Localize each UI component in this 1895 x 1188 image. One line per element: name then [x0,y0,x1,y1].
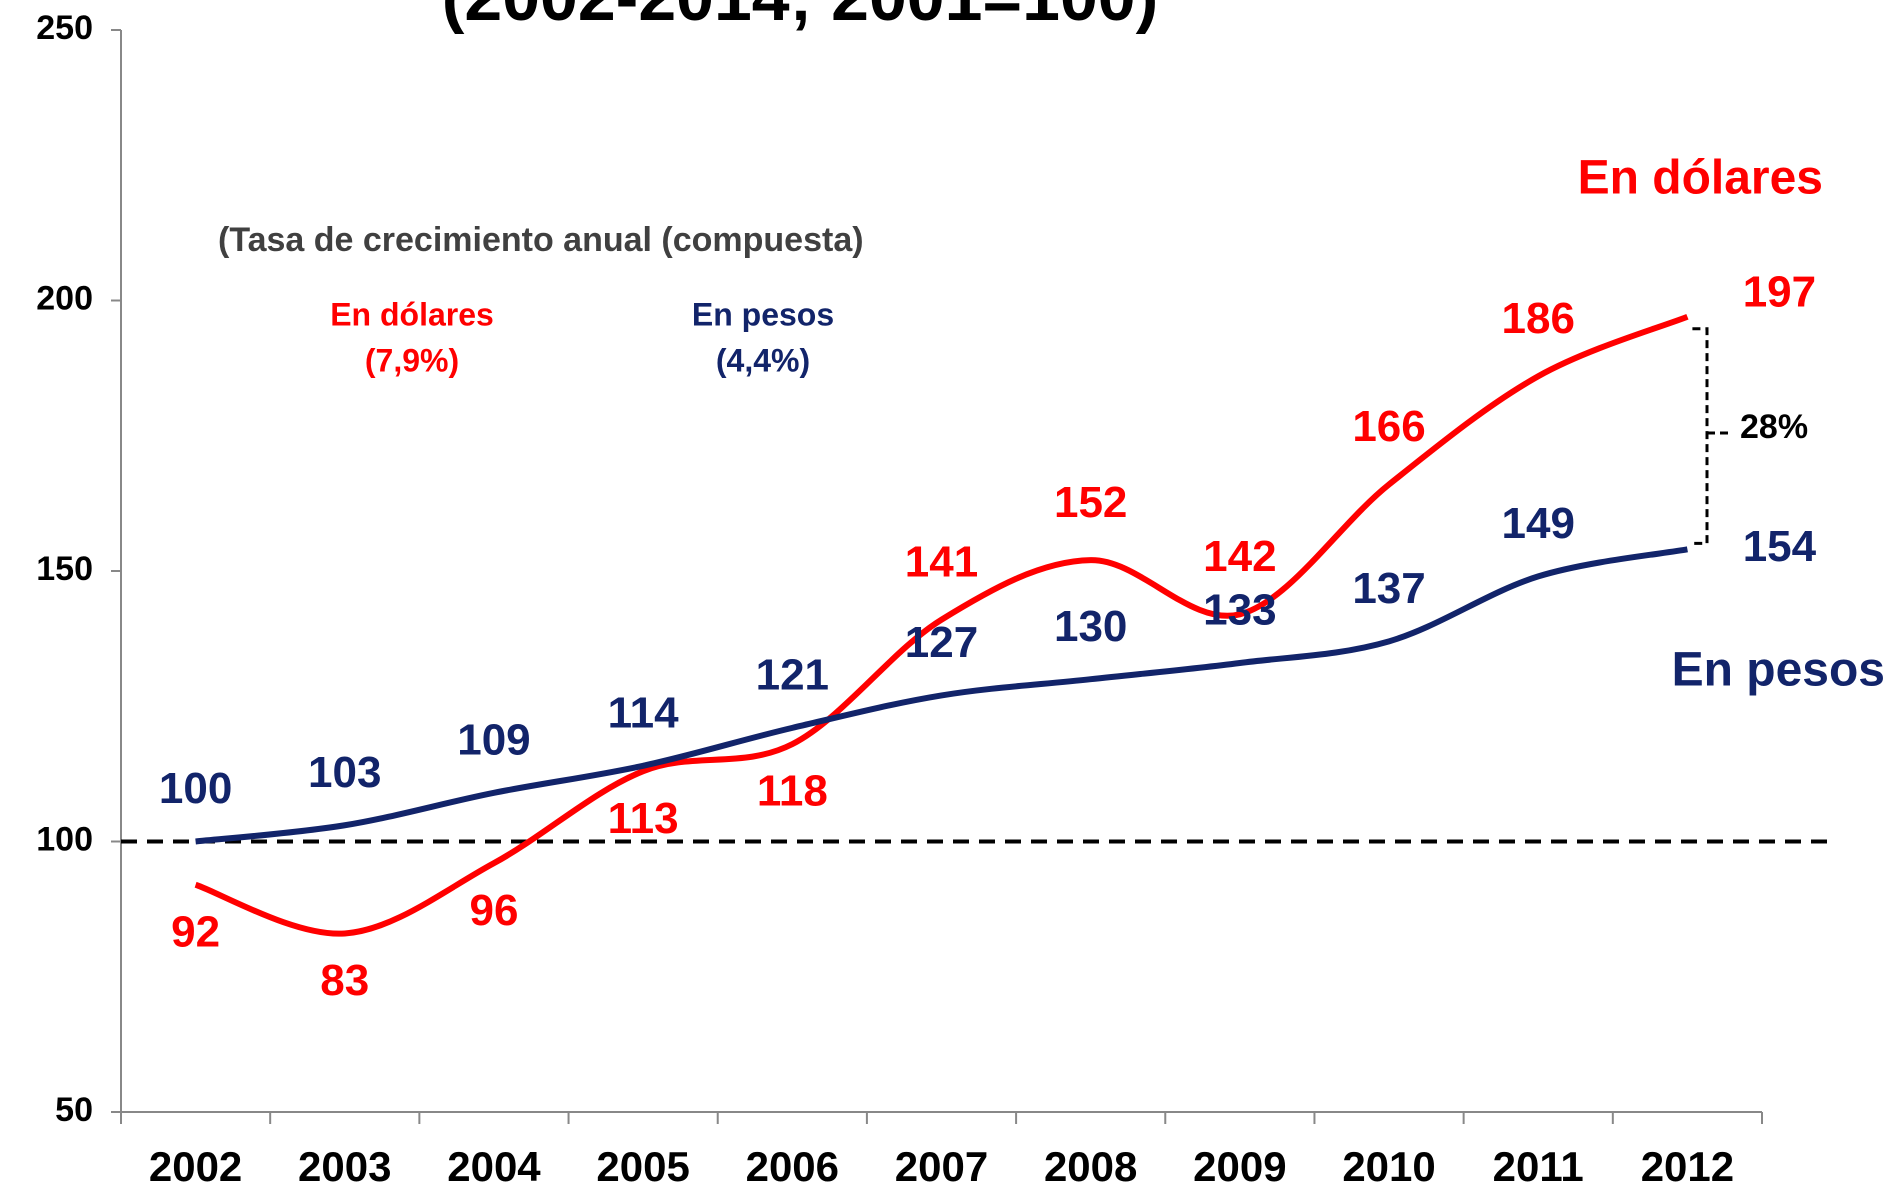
y-tick-label: 50 [55,1091,93,1129]
data-label: 154 [1743,522,1817,571]
data-label: 103 [308,748,381,797]
data-label: 109 [457,715,530,764]
y-tick-label: 200 [36,279,93,317]
data-label: 121 [756,651,829,700]
annotation: (Tasa de crecimiento anual (compuesta) [218,221,864,259]
data-label: 152 [1054,478,1127,527]
data-label: 113 [608,794,679,843]
x-tick-label: 2003 [298,1143,391,1188]
gap-bracket [1692,327,1732,545]
y-tick-label: 100 [36,820,93,858]
data-label: 114 [608,688,680,737]
y-tick-label: 150 [36,550,93,588]
growth-rate: (4,4%) [716,342,810,378]
data-label: 141 [905,537,978,586]
growth-rate: (7,9%) [365,342,459,378]
x-tick-label: 2007 [895,1143,988,1188]
series-label: En pesos [1672,644,1885,697]
data-label: 83 [320,956,369,1005]
growth-name: En dólares [330,296,494,332]
data-label: 149 [1502,499,1575,548]
chart-title: (2002-2014; 2001=100) [442,0,1158,35]
y-tick-label: 250 [36,9,93,47]
series-label: En dólares [1578,152,1823,205]
x-tick-label: 2008 [1044,1143,1137,1188]
data-label: 96 [469,886,518,935]
data-label: 127 [905,618,978,667]
series-line [194,313,1689,937]
data-label: 130 [1054,602,1127,651]
x-tick-label: 2011 [1493,1143,1584,1188]
data-label: 92 [171,907,220,956]
data-label: 137 [1352,564,1425,613]
data-label: 142 [1203,532,1276,581]
data-label: 166 [1352,402,1425,451]
growth-name: En pesos [692,296,834,332]
x-tick-label: 2010 [1342,1143,1435,1188]
gap-label: 28% [1740,408,1808,446]
x-tick-label: 2006 [746,1143,839,1188]
data-label: 186 [1502,294,1575,343]
x-tick-label: 2012 [1641,1143,1734,1188]
data-label: 118 [757,767,828,816]
x-tick-label: 2004 [447,1143,541,1188]
data-label: 100 [159,764,232,813]
x-tick-label: 2002 [149,1143,242,1188]
data-label: 197 [1743,267,1816,316]
data-label: 133 [1203,586,1276,635]
x-tick-label: 2009 [1193,1143,1286,1188]
series-line [195,546,1688,845]
x-tick-label: 2005 [596,1143,689,1188]
